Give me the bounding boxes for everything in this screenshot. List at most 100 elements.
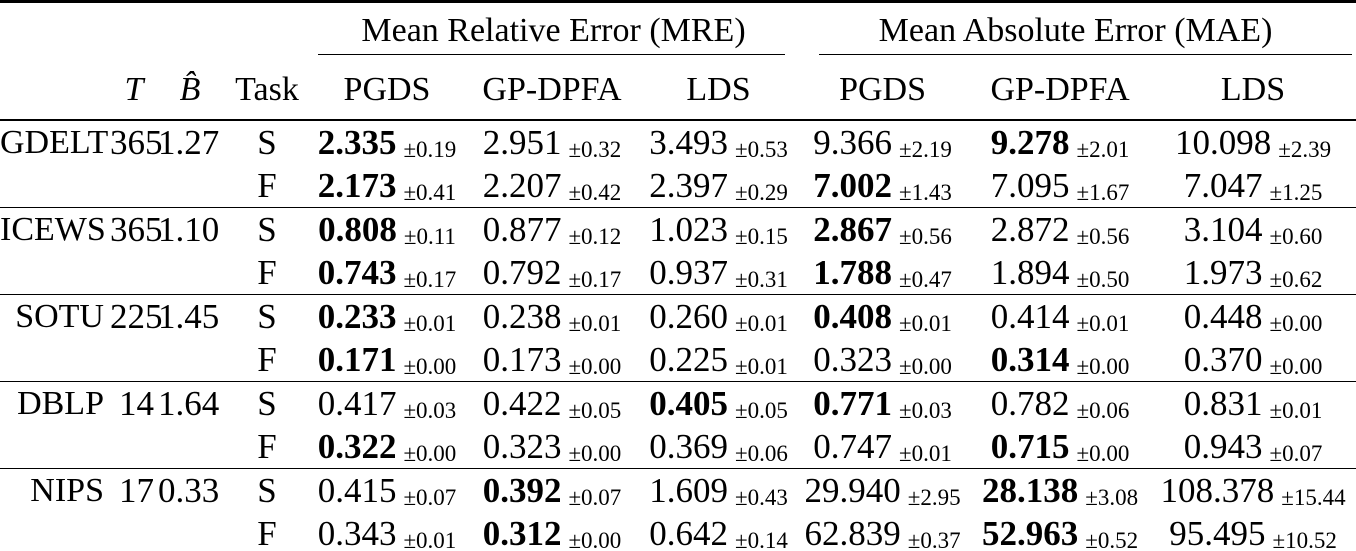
metric-stderr: ±0.00: [1269, 353, 1323, 379]
task-label: F: [257, 513, 277, 551]
metric-stderr: ±0.11: [403, 223, 456, 249]
metric-stderr: ±3.08: [1085, 484, 1139, 510]
burstiness-value: [158, 338, 222, 382]
metric-value: 0.323: [482, 426, 562, 466]
metric-stderr: ±1.25: [1269, 179, 1323, 205]
value-cell: 0.422 ±0.05: [462, 381, 642, 425]
table-row: GDELT 365 1.27 S 2.335 ±0.19 2.951 ±0.32 3.493 ±0…: [0, 120, 1356, 164]
metric-stderr: ±0.05: [734, 397, 788, 423]
metric-value: 7.002: [813, 165, 892, 205]
metric-value: 0.943: [1183, 426, 1263, 466]
timesteps-value: [110, 512, 158, 551]
dataset-label: ICEWS: [0, 207, 110, 251]
metric-value: 0.225: [649, 339, 728, 379]
value-cell: 28.138 ±3.08: [970, 468, 1151, 512]
value-cell: 0.343 ±0.01: [312, 512, 462, 551]
metric-value: 0.322: [317, 426, 397, 466]
metric-stderr: ±0.00: [403, 440, 457, 466]
value-cell: 0.831 ±0.01: [1150, 381, 1356, 425]
metric-value: 0.937: [649, 252, 728, 292]
value-cell: 0.937 ±0.31: [642, 251, 795, 295]
metric-value: 28.138: [981, 470, 1079, 510]
metric-stderr: ±0.12: [568, 223, 622, 249]
metric-value: 0.408: [813, 296, 892, 336]
value-cell: 52.963 ±0.52: [970, 512, 1150, 551]
metric-value: 9.278: [990, 122, 1070, 162]
metric-stderr: ±0.06: [734, 440, 788, 466]
metric-value: 0.314: [990, 339, 1070, 379]
value-cell: 2.207 ±0.42: [462, 164, 642, 208]
table-row: F 0.322 ±0.00 0.323 ±0.00 0.369 ±0.06 0.747 ±0.0…: [0, 425, 1356, 469]
value-cell: 0.405 ±0.05: [642, 381, 796, 425]
metric-value: 0.417: [317, 383, 397, 423]
timesteps-value: 14: [110, 381, 158, 425]
dataset-label: NIPS: [0, 468, 110, 512]
value-cell: 0.233 ±0.01: [312, 294, 462, 338]
metric-value: 2.867: [813, 209, 892, 249]
task-label: F: [257, 426, 277, 466]
metric-stderr: ±0.07: [403, 484, 457, 510]
table-body: GDELT 365 1.27 S 2.335 ±0.19 2.951 ±0.32 3.493 ±0…: [0, 120, 1356, 551]
dataset-label: GDELT: [0, 123, 109, 161]
value-cell: 0.314 ±0.00: [970, 338, 1150, 382]
metric-stderr: ±0.01: [403, 310, 457, 336]
value-cell: 10.098 ±2.39: [1150, 120, 1356, 164]
burstiness-value: [158, 251, 222, 295]
metric-value: 0.877: [482, 209, 562, 249]
burstiness-value: [158, 425, 222, 469]
dataset-label: [0, 338, 110, 382]
metric-value: 10.098: [1174, 122, 1272, 162]
value-cell: 108.378 ±15.44: [1150, 468, 1356, 512]
task-label: S: [222, 294, 312, 338]
value-cell: 1.973 ±0.62: [1150, 251, 1356, 295]
metric-stderr: ±0.06: [1076, 397, 1130, 423]
column-header-Bhat: B̂: [158, 55, 222, 121]
dataset-label: [0, 251, 110, 295]
metric-value: 1.023: [649, 209, 728, 249]
table-row: NIPS 17 0.33 S 0.415 ±0.07 0.392 ±0.07 1.609 ±0.4…: [0, 468, 1356, 512]
metric-value: 2.207: [482, 165, 562, 205]
value-cell: 2.397 ±0.29: [642, 164, 795, 208]
metric-stderr: ±0.43: [734, 484, 788, 510]
metric-value: 0.312: [482, 513, 562, 551]
table-row: F 0.343 ±0.01 0.312 ±0.00 0.642 ±0.14 62.839 ±0.…: [0, 512, 1356, 551]
value-cell: 9.278 ±2.01: [970, 120, 1150, 164]
metric-stderr: ±0.32: [568, 136, 622, 162]
column-header-T: T: [110, 55, 158, 121]
metric-value: 2.397: [649, 165, 728, 205]
metric-stderr: ±0.56: [1076, 223, 1130, 249]
metric-value: 0.782: [990, 383, 1070, 423]
column-header-mre-lds: LDS: [642, 55, 796, 121]
value-cell: 0.715 ±0.00: [970, 425, 1150, 469]
value-cell: 0.743 ±0.17: [312, 251, 462, 295]
metric-stderr: ±0.29: [734, 179, 788, 205]
metric-stderr: ±0.01: [1076, 310, 1130, 336]
metric-stderr: ±0.42: [568, 179, 622, 205]
mre-rule: [318, 54, 786, 55]
value-cell: 0.225 ±0.01: [642, 338, 795, 382]
value-cell: 0.323 ±0.00: [462, 425, 642, 469]
dataset-label: DBLP: [0, 381, 110, 425]
value-cell: 0.417 ±0.03: [312, 381, 462, 425]
metric-value: 2.173: [317, 165, 397, 205]
value-cell: 0.171 ±0.00: [312, 338, 462, 382]
timesteps-value: [110, 425, 158, 469]
metric-value: 3.104: [1183, 209, 1263, 249]
value-cell: 0.448 ±0.00: [1150, 294, 1356, 338]
value-cell: 2.335 ±0.19: [312, 120, 462, 164]
value-cell: 0.414 ±0.01: [970, 294, 1151, 338]
value-cell: 0.877 ±0.12: [462, 207, 642, 251]
dataset-label: [0, 425, 110, 469]
spanner-row: Mean Relative Error (MRE) Mean Absolute …: [0, 2, 1356, 55]
value-cell: 95.495 ±10.52: [1150, 512, 1356, 551]
mre-spanner-label: Mean Relative Error (MRE): [361, 12, 746, 49]
metric-value: 0.747: [813, 426, 892, 466]
value-cell: 29.940 ±2.95: [795, 468, 971, 512]
column-header-mre-gpdpfa: GP-DPFA: [462, 55, 642, 121]
metric-stderr: ±0.31: [734, 266, 788, 292]
metric-stderr: ±0.53: [734, 136, 788, 162]
task-label: F: [257, 339, 277, 379]
metric-value: 62.839: [804, 513, 901, 551]
metric-value: 0.642: [649, 513, 728, 551]
timesteps-value: [110, 338, 158, 382]
